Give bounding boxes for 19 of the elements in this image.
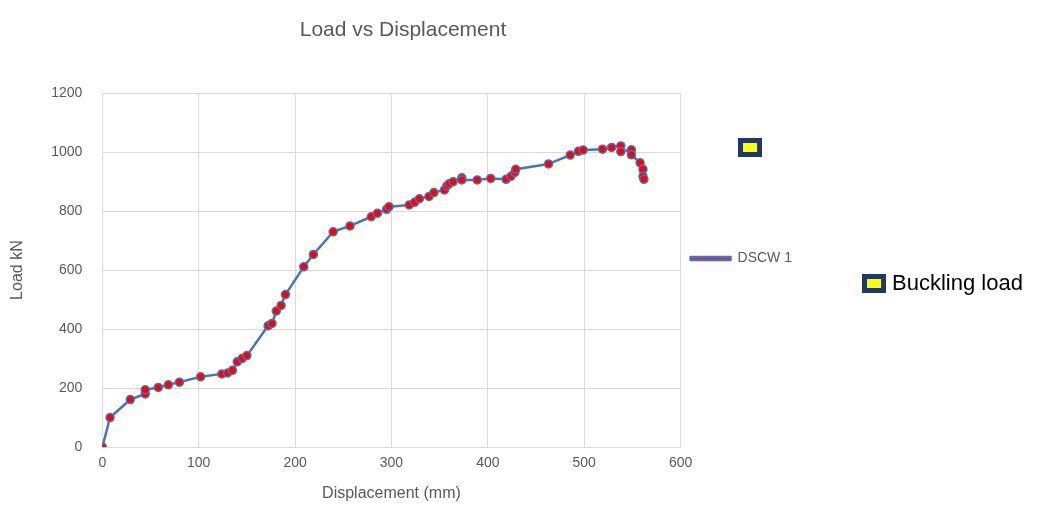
y-tick-label: 400 bbox=[58, 319, 83, 336]
x-tick-label: 600 bbox=[668, 454, 693, 471]
x-tick-label: 0 bbox=[98, 454, 107, 471]
x-axis-title: Displacement (mm) bbox=[322, 483, 461, 501]
y-tick-label: 800 bbox=[58, 201, 83, 218]
y-tick-label: 1200 bbox=[51, 84, 83, 101]
y-axis-title: Load kN bbox=[8, 240, 26, 300]
x-tick-label: 500 bbox=[572, 454, 597, 471]
x-tick-label: 200 bbox=[283, 454, 307, 471]
y-tick-label: 1000 bbox=[51, 143, 83, 160]
x-tick-label: 300 bbox=[379, 454, 404, 471]
chart-title: Load vs Displacement bbox=[299, 17, 507, 41]
y-tick-label: 600 bbox=[58, 260, 83, 277]
x-tick-label: 400 bbox=[476, 454, 500, 471]
y-tick-label: 200 bbox=[58, 378, 83, 395]
legend-label: DSCW 1 bbox=[737, 249, 793, 266]
x-tick-label: 100 bbox=[187, 454, 211, 471]
text: Buckling load bbox=[892, 270, 1023, 296]
y-tick-label: 0 bbox=[74, 437, 83, 454]
